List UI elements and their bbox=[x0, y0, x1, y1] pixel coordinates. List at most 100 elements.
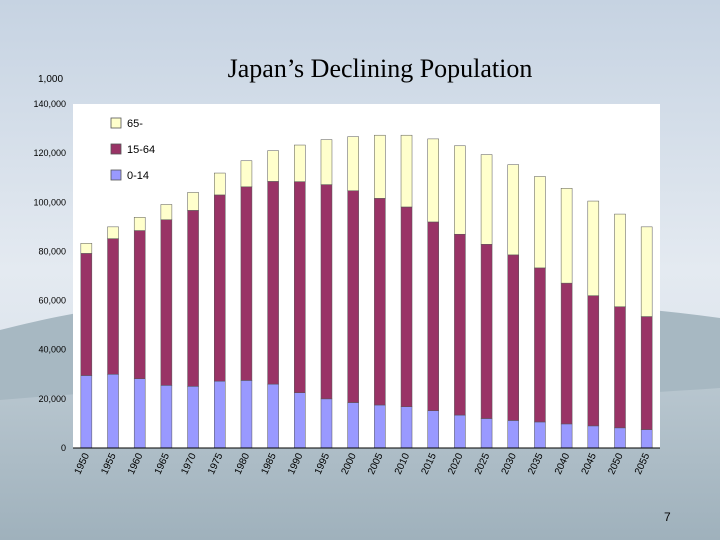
x-tick-label: 2035 bbox=[526, 451, 546, 476]
bar-segment-0-14 bbox=[294, 392, 306, 449]
bar-segment-15-64 bbox=[133, 230, 146, 379]
bar-segment-15-64 bbox=[587, 295, 600, 427]
legend-swatch bbox=[110, 143, 122, 155]
x-tick-label: 2010 bbox=[393, 451, 413, 476]
x-tick-label: 2030 bbox=[500, 451, 520, 476]
bar-segment-15-64 bbox=[240, 186, 253, 381]
bar-segment-0-14 bbox=[374, 404, 386, 449]
x-tick-label: 1970 bbox=[179, 451, 199, 476]
bar-segment-65-plus bbox=[507, 164, 519, 256]
bar-segment-15-64 bbox=[560, 282, 573, 425]
bar-segment-0-14 bbox=[240, 380, 253, 449]
bar-segment-65-plus bbox=[320, 139, 333, 185]
bar-segment-0-14 bbox=[640, 429, 653, 449]
bar-segment-65-plus bbox=[454, 145, 466, 235]
bar-segment-0-14 bbox=[214, 380, 226, 449]
bar-segment-65-plus bbox=[427, 138, 439, 223]
y-tick-label: 20,000 bbox=[38, 394, 66, 404]
bar-segment-15-64 bbox=[614, 306, 626, 429]
x-tick-label: 1975 bbox=[206, 451, 226, 476]
x-tick-label: 2040 bbox=[553, 451, 573, 476]
bar-segment-15-64 bbox=[214, 194, 226, 382]
bar-segment-0-14 bbox=[507, 420, 519, 449]
y-axis: 0 20,000 40,000 60,000 80,000 100,000 120,000 1… bbox=[33, 99, 66, 453]
y-tick-label: 140,000 bbox=[33, 99, 66, 109]
bar-segment-65-plus bbox=[480, 154, 493, 245]
bar-segment-15-64 bbox=[294, 181, 306, 393]
x-tick-label: 2000 bbox=[340, 451, 360, 476]
bar-segment-15-64 bbox=[347, 190, 359, 403]
bar-segment-65-plus bbox=[640, 226, 653, 317]
x-tick-label: 2050 bbox=[606, 451, 626, 476]
bar-segment-15-64 bbox=[534, 267, 546, 423]
legend-label: 0-14 bbox=[127, 170, 149, 182]
y-axis-unit-label: 1,000 bbox=[38, 74, 64, 85]
bar-segment-65-plus bbox=[614, 213, 626, 307]
x-tick-label: 1960 bbox=[126, 451, 146, 476]
bar-segment-65-plus bbox=[400, 134, 413, 208]
y-tick-label: 100,000 bbox=[33, 197, 66, 207]
bar-segment-0-14 bbox=[267, 383, 279, 449]
bar-segment-65-plus bbox=[133, 217, 146, 231]
bar-segment-15-64 bbox=[400, 206, 413, 407]
bar-segment-15-64 bbox=[507, 254, 519, 421]
bar-segment-65-plus bbox=[80, 243, 93, 254]
bar-segment-0-14 bbox=[320, 398, 333, 449]
bar-segment-0-14 bbox=[587, 425, 600, 449]
legend-label: 15-64 bbox=[127, 144, 155, 156]
x-tick-label: 2045 bbox=[580, 451, 600, 476]
x-tick-label: 1955 bbox=[99, 451, 119, 476]
y-tick-label: 80,000 bbox=[38, 246, 66, 256]
bar-segment-65-plus bbox=[214, 172, 226, 196]
bar-segment-65-plus bbox=[347, 136, 359, 191]
bar-segment-15-64 bbox=[267, 181, 279, 385]
bar-segment-0-14 bbox=[480, 418, 493, 449]
y-tick-label: 60,000 bbox=[38, 296, 66, 306]
y-tick-label: 40,000 bbox=[38, 345, 66, 355]
y-tick-label: 120,000 bbox=[33, 148, 66, 158]
legend-label: 65- bbox=[127, 118, 143, 130]
bar-segment-0-14 bbox=[614, 427, 626, 449]
bar-segment-15-64 bbox=[187, 210, 199, 387]
bar-segment-15-64 bbox=[640, 316, 653, 430]
x-tick-label: 1990 bbox=[286, 451, 306, 476]
bar-segment-15-64 bbox=[107, 238, 119, 375]
bar-segment-65-plus bbox=[374, 134, 386, 199]
x-tick-label: 1965 bbox=[153, 451, 173, 476]
y-tick-label: 0 bbox=[61, 443, 66, 453]
bar-segment-0-14 bbox=[400, 406, 413, 449]
x-tick-label: 1995 bbox=[313, 451, 333, 476]
bars bbox=[80, 134, 653, 449]
x-tick-label: 1950 bbox=[73, 451, 93, 476]
x-tick-label: 2055 bbox=[633, 451, 653, 476]
bar-segment-15-64 bbox=[320, 184, 333, 400]
bar-segment-0-14 bbox=[454, 414, 466, 449]
bar-segment-15-64 bbox=[160, 219, 173, 386]
bar-segment-0-14 bbox=[534, 421, 546, 449]
bar-segment-65-plus bbox=[534, 176, 546, 269]
bar-segment-0-14 bbox=[107, 374, 119, 449]
legend-swatch bbox=[110, 169, 122, 181]
bar-segment-0-14 bbox=[347, 402, 359, 449]
bar-segment-15-64 bbox=[427, 221, 439, 411]
bar-segment-65-plus bbox=[187, 192, 199, 211]
bar-segment-15-64 bbox=[480, 244, 493, 419]
bar-segment-15-64 bbox=[374, 198, 386, 406]
x-tick-label: 2015 bbox=[420, 451, 440, 476]
x-axis: 1950 1955 1960 1965 1970 1975 1980 1985 1990 1995… bbox=[73, 451, 653, 476]
x-tick-label: 1985 bbox=[259, 451, 279, 476]
x-tick-label: 2020 bbox=[446, 451, 466, 476]
bar-segment-65-plus bbox=[294, 144, 306, 182]
bar-segment-15-64 bbox=[80, 253, 93, 376]
bar-segment-0-14 bbox=[427, 410, 439, 449]
bar-segment-0-14 bbox=[133, 378, 146, 449]
x-tick-label: 2005 bbox=[366, 451, 386, 476]
bar-segment-15-64 bbox=[454, 233, 466, 416]
slide-title: Japan’s Declining Population bbox=[227, 54, 533, 83]
bar-segment-65-plus bbox=[240, 160, 253, 188]
page-number: 7 bbox=[664, 510, 671, 524]
x-tick-label: 1980 bbox=[233, 451, 253, 476]
legend-swatch bbox=[110, 117, 122, 129]
bar-segment-65-plus bbox=[160, 204, 173, 220]
